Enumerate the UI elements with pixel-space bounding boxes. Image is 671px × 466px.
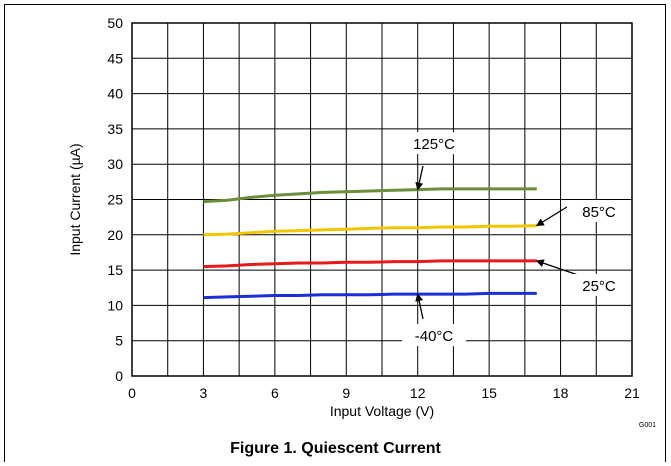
callout-label-background	[402, 324, 466, 346]
x-tick-label: 21	[624, 385, 640, 401]
x-tick-label: 12	[410, 385, 426, 401]
callout-label: 125°C	[413, 136, 455, 153]
callout-arrow	[535, 259, 579, 276]
x-tick-label: 18	[553, 385, 569, 401]
y-tick-label: 5	[115, 333, 123, 349]
callout-label: 85°C	[582, 204, 616, 221]
series-line	[203, 259, 537, 269]
y-tick-label: 10	[107, 297, 123, 313]
x-tick-label: 0	[128, 385, 136, 401]
callout-label: 25°C	[582, 278, 616, 295]
y-tick-label: 30	[107, 156, 123, 172]
series-line	[203, 187, 537, 204]
y-tick-label: 15	[107, 262, 123, 278]
callout-arrow	[415, 165, 424, 191]
quiescent-current-chart: 125°C 85°C 25°C -40°C 0 3 6 9 12 15 18 21 0 5 10 15 20 2…	[67, 15, 656, 429]
x-tick-label: 9	[342, 385, 350, 401]
y-tick-label: 45	[107, 50, 123, 66]
y-tick-label: 20	[107, 227, 123, 243]
y-tick-label: 35	[107, 121, 123, 137]
x-tick-label: 6	[271, 385, 279, 401]
series-line	[203, 291, 537, 300]
y-tick-label: 50	[107, 15, 123, 31]
x-tick-label: 15	[481, 385, 497, 401]
grid	[131, 22, 633, 377]
annotations: 125°C 85°C 25°C -40°C	[402, 132, 631, 346]
x-tick-label: 3	[200, 385, 208, 401]
callout-label-background	[402, 132, 466, 154]
callout-label: -40°C	[415, 328, 454, 345]
plot-area-border	[131, 22, 633, 377]
y-axis-label: Input Current (µA)	[67, 143, 83, 255]
callout-label-background	[567, 274, 631, 296]
y-tick-label: 25	[107, 192, 123, 208]
y-tick-label: 0	[115, 368, 123, 384]
tick-labels: 0 3 6 9 12 15 18 21 0 5 10 15 20 25 30 35 40 45 50	[107, 15, 640, 401]
figure-frame	[4, 4, 666, 462]
series-lines	[203, 187, 537, 300]
series-line	[203, 224, 537, 237]
callout-arrow	[415, 293, 424, 320]
figure-caption: Figure 1. Quiescent Current	[230, 440, 441, 457]
graph-id-label: G001	[639, 422, 656, 429]
callout-label-background	[567, 200, 631, 222]
x-axis-label: Input Voltage (V)	[330, 403, 434, 419]
y-tick-label: 40	[107, 86, 123, 102]
